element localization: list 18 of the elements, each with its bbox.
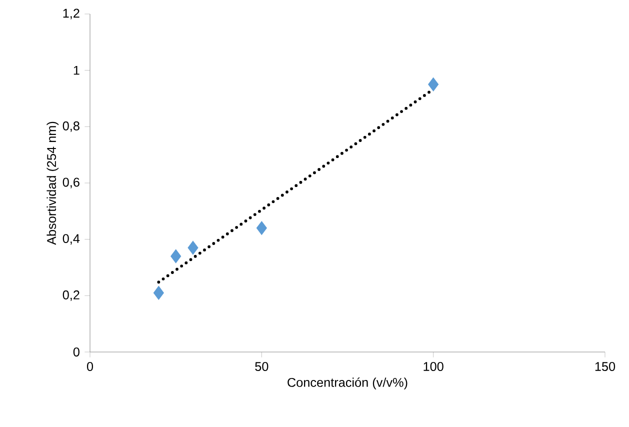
x-axis-title: Concentración (v/v%) bbox=[288, 377, 408, 390]
y-tick-label: 0,8 bbox=[62, 121, 80, 132]
y-tick-label: 1 bbox=[74, 66, 80, 75]
point bbox=[256, 221, 267, 235]
y-tick-label: 1,2 bbox=[63, 8, 80, 20]
y-tick-label: 0,6 bbox=[62, 178, 80, 188]
x-tick-label: 100 bbox=[424, 362, 444, 371]
y-axis-title: Absortividad (254 nm) bbox=[46, 122, 59, 245]
point bbox=[188, 240, 198, 255]
x-tick-label: 50 bbox=[255, 362, 268, 371]
x-tick-label: 0 bbox=[86, 362, 94, 371]
y-tick-label: 0,4 bbox=[62, 234, 80, 245]
y-tick-label: 0 bbox=[73, 348, 80, 356]
point bbox=[428, 77, 439, 92]
point bbox=[153, 286, 164, 300]
y-tick-label: 0,2 bbox=[62, 290, 80, 301]
point bbox=[170, 249, 182, 264]
x-tick-label: 150 bbox=[595, 362, 616, 371]
